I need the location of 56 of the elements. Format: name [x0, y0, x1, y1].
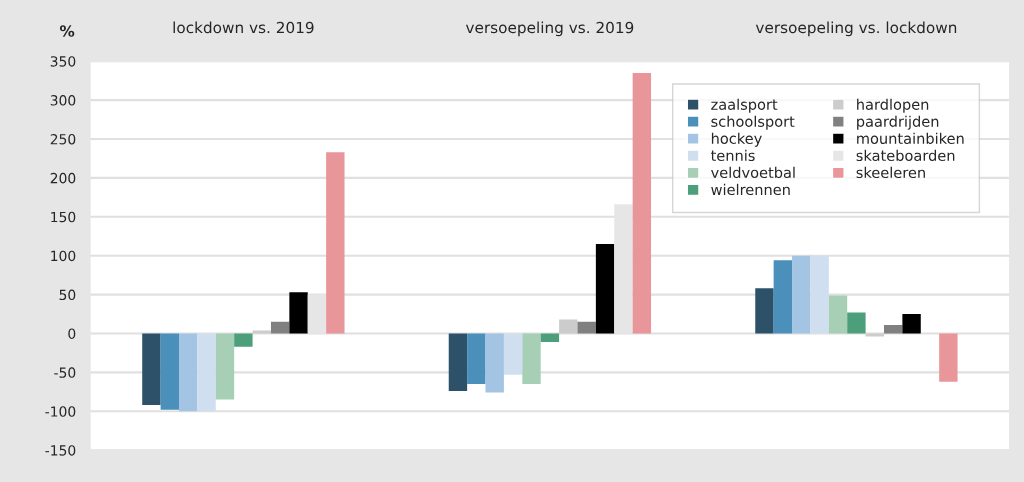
y-tick-label: 50: [59, 289, 76, 301]
x-tick-label: versoepeling vs. lockdown: [755, 21, 957, 37]
bar: [326, 152, 345, 334]
y-tick-label: 0: [68, 328, 76, 339]
bar: [179, 333, 198, 412]
bar: [902, 314, 921, 334]
legend-label: skateboarden: [856, 149, 955, 162]
bar: [559, 319, 578, 334]
bar: [215, 333, 235, 400]
legend-label: tennis: [710, 149, 755, 162]
bar: [142, 333, 161, 406]
y-tick-label: 200: [50, 172, 76, 184]
bar: [847, 312, 866, 334]
bar: [448, 333, 468, 392]
bar: [865, 333, 884, 337]
bar: [289, 292, 308, 334]
y-tick-label: 150: [51, 211, 76, 223]
legend-label: zaalsport: [711, 98, 778, 113]
bar: [234, 333, 253, 347]
y-tick-label: 250: [50, 133, 76, 145]
y-axis-title: %: [59, 25, 75, 37]
bar: [792, 255, 811, 334]
bar: [810, 255, 829, 334]
x-tick-label: lockdown vs. 2019: [173, 21, 314, 34]
bar: [197, 333, 216, 412]
bar: [485, 333, 504, 393]
bar: [270, 321, 290, 334]
legend-label: veldvoetbal: [711, 166, 795, 179]
bar: [828, 295, 848, 334]
legend-label: mountainbiken: [857, 132, 964, 144]
bar: [577, 321, 596, 334]
legend-label: schoolsport: [711, 115, 795, 130]
bar: [883, 324, 903, 334]
bar: [503, 333, 523, 375]
legend-label: hardlopen: [857, 98, 929, 113]
legend-label: hockey: [711, 132, 762, 147]
y-tick-label: 100: [51, 250, 76, 262]
bar: [632, 72, 652, 334]
legend-label: skeeleren: [856, 166, 925, 179]
bar: [252, 330, 271, 334]
bar: [939, 333, 958, 382]
y-tick-label: -50: [54, 367, 76, 378]
bar: [540, 333, 560, 343]
y-tick-label: 300: [50, 95, 76, 106]
y-tick-label: -150: [45, 445, 76, 456]
y-tick-label: -100: [45, 406, 76, 417]
bar: [595, 244, 615, 334]
bar: [522, 333, 541, 385]
legend-label: wielrennen: [711, 183, 790, 196]
bar: [160, 333, 179, 410]
legend-label: paardrijden: [857, 115, 939, 130]
bar: [467, 333, 486, 385]
bar: [773, 260, 793, 334]
y-tick-label: 350: [50, 56, 76, 67]
x-tick-label: versoepeling vs. 2019: [465, 21, 634, 37]
bar: [755, 288, 774, 334]
